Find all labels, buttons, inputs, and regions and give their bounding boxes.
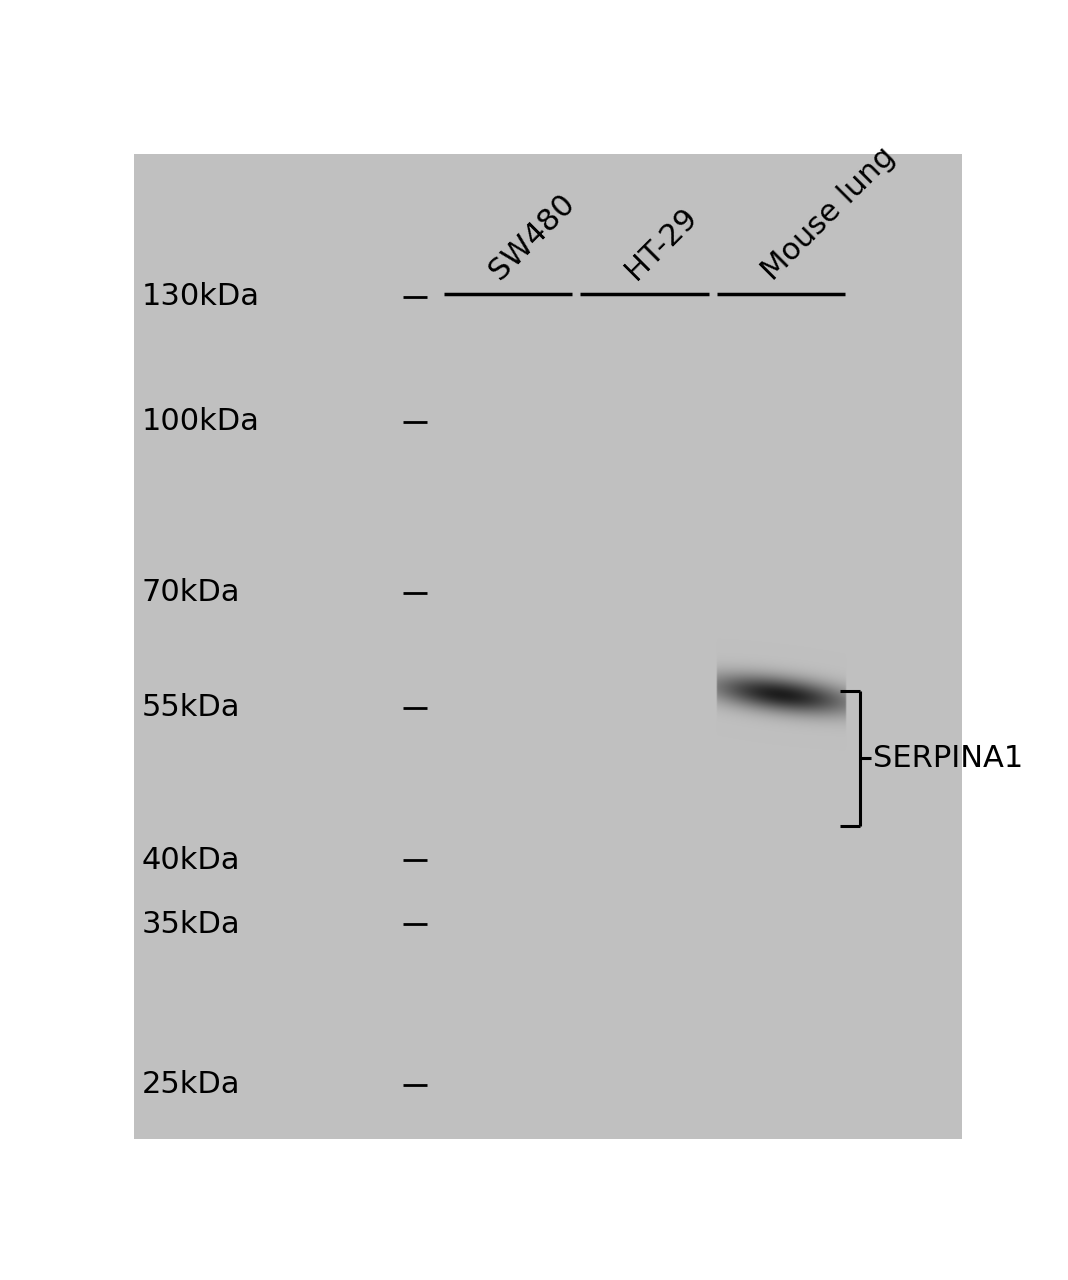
Text: 55kDa: 55kDa	[142, 694, 240, 722]
Text: 25kDa: 25kDa	[142, 1070, 240, 1100]
Text: 40kDa: 40kDa	[142, 846, 240, 874]
Text: 35kDa: 35kDa	[142, 910, 240, 938]
Text: Mouse lung: Mouse lung	[756, 141, 901, 285]
Bar	[444, 297, 572, 1085]
Text: SW480: SW480	[484, 189, 580, 285]
Bar	[717, 297, 846, 1085]
Text: SERPINA1: SERPINA1	[873, 744, 1023, 773]
Text: 70kDa: 70kDa	[142, 579, 240, 607]
Text: 130kDa: 130kDa	[142, 282, 260, 311]
Text: 100kDa: 100kDa	[142, 407, 260, 436]
Text: HT-29: HT-29	[619, 202, 703, 285]
Bar	[581, 297, 709, 1085]
